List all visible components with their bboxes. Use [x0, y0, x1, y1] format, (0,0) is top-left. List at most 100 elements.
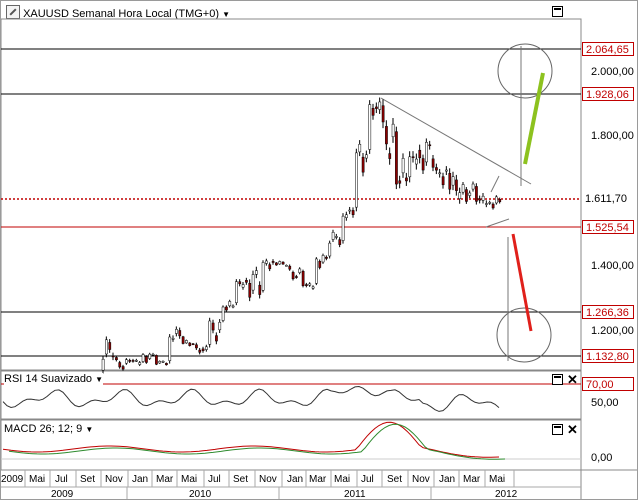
candle-body — [298, 268, 302, 273]
candle-body — [168, 336, 172, 361]
candle-body — [291, 272, 295, 280]
year-label: 2011 — [344, 489, 366, 500]
candle-body — [205, 346, 208, 350]
candle-body — [158, 361, 162, 364]
candle-body — [155, 355, 158, 365]
candle-body — [355, 152, 358, 208]
candle-body — [111, 355, 115, 358]
descending-trendline — [380, 97, 532, 185]
chevron-down-icon[interactable]: ▼ — [222, 10, 230, 19]
candle-body — [481, 195, 485, 201]
candle-body — [335, 236, 338, 238]
candle-body — [348, 209, 352, 212]
chart-title-bar[interactable]: XAUUSD Semanal Hora Local (TMG+0) ▼ — [6, 5, 230, 20]
candle-body — [245, 280, 248, 283]
candle-body — [221, 306, 225, 321]
candle-body — [208, 320, 212, 345]
candle-body — [278, 261, 282, 265]
candle-body — [285, 265, 288, 267]
candle-body — [375, 106, 378, 109]
rsi-title[interactable]: RSI 14 Suavizado ▼ — [4, 373, 104, 385]
month-label: Jul — [208, 474, 221, 485]
month-label: Jul — [361, 474, 374, 485]
macd-title[interactable]: MACD 26; 12; 9 ▼ — [4, 423, 94, 435]
price-tick-1400: 1.400,00 — [591, 260, 634, 272]
candle-body — [448, 173, 452, 190]
macd-line — [2, 421, 500, 458]
candle-body — [358, 144, 362, 153]
candle-body — [295, 276, 298, 278]
candle-body — [248, 283, 252, 298]
candle-body — [271, 261, 275, 263]
month-label: Nov — [259, 474, 277, 485]
upper-target-circle — [497, 43, 553, 99]
rsi-tick: 50,00 — [591, 397, 619, 409]
candle-body — [251, 274, 255, 291]
candle-body — [108, 342, 112, 350]
candle-body — [325, 256, 328, 259]
candle-body — [378, 101, 382, 110]
macd-title-label: MACD 26; 12; 9 — [4, 423, 83, 435]
candle-body — [351, 210, 355, 215]
month-label: Set — [387, 474, 403, 485]
price-tag-top: 2.064,65 — [582, 42, 634, 56]
bullish-projection-arrow — [523, 72, 545, 165]
candle-body — [425, 142, 428, 163]
candle-body — [465, 189, 468, 202]
candle-body — [125, 359, 128, 364]
candle-body — [385, 126, 388, 145]
macd-close-icon[interactable]: ✕ — [567, 422, 578, 437]
candle-body — [211, 322, 215, 331]
candle-body — [458, 192, 462, 199]
chevron-down-icon[interactable]: ▼ — [85, 425, 94, 434]
candle-body — [128, 359, 132, 362]
rsi-close-icon[interactable]: ✕ — [567, 372, 578, 387]
month-label: Mai — [489, 474, 506, 485]
month-label: Jan — [439, 474, 456, 485]
rsi-level-tag: 70,00 — [582, 377, 634, 391]
candle-body — [135, 360, 138, 362]
lower-target-circle — [496, 307, 552, 363]
candle-body — [238, 281, 242, 285]
candle-body — [431, 158, 435, 168]
price-tag-current: 1.611,70 — [585, 193, 628, 205]
candle-body — [261, 262, 265, 291]
candle-body — [341, 215, 345, 241]
bearish-projection-arrow — [511, 233, 533, 332]
candle-body — [201, 348, 205, 351]
candle-body — [301, 271, 305, 286]
candle-body — [391, 123, 395, 138]
candle-body — [451, 176, 455, 186]
month-label: Set — [80, 474, 96, 485]
candle-body — [461, 184, 465, 193]
chevron-down-icon[interactable]: ▼ — [95, 375, 104, 384]
candle-body — [428, 144, 432, 147]
rsi-line — [2, 385, 500, 412]
month-label: Jul — [55, 474, 68, 485]
candle-body — [148, 353, 152, 359]
candle-body — [308, 283, 312, 286]
minimize-chart-button[interactable] — [552, 6, 563, 17]
month-label: Mar — [463, 474, 481, 485]
candle-body — [421, 158, 425, 171]
price-tick-1800: 1.800,00 — [591, 130, 634, 142]
candle-body — [235, 281, 238, 303]
rsi-minimize-button[interactable] — [552, 374, 563, 385]
candle-body — [398, 180, 402, 184]
candle-body — [151, 353, 155, 356]
candle-body — [131, 360, 135, 362]
candle-body — [315, 258, 318, 284]
month-label: Mai — [181, 474, 198, 485]
candle-body — [471, 183, 475, 190]
month-label: 2009 — [1, 474, 24, 485]
candle-body — [105, 339, 108, 355]
candle-body — [115, 357, 118, 361]
macd-minimize-button[interactable] — [552, 424, 563, 435]
candle-body — [165, 363, 168, 366]
candle-body — [445, 169, 448, 172]
candle-body — [145, 356, 148, 363]
candle-body — [388, 153, 392, 159]
candle-body — [218, 322, 222, 331]
month-label: Jan — [132, 474, 149, 485]
